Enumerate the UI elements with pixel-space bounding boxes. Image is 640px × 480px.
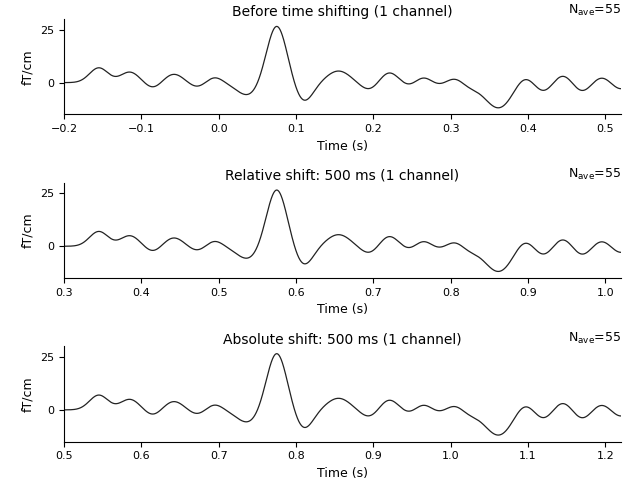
Title: Absolute shift: 500 ms (1 channel): Absolute shift: 500 ms (1 channel) <box>223 333 461 347</box>
Y-axis label: fT/cm: fT/cm <box>22 213 35 248</box>
Title: Before time shifting (1 channel): Before time shifting (1 channel) <box>232 5 452 19</box>
Y-axis label: fT/cm: fT/cm <box>22 376 35 412</box>
X-axis label: Time (s): Time (s) <box>317 140 368 153</box>
Text: N$_{\mathregular{ave}}$=55: N$_{\mathregular{ave}}$=55 <box>568 330 621 346</box>
Y-axis label: fT/cm: fT/cm <box>22 49 35 84</box>
Text: N$_{\mathregular{ave}}$=55: N$_{\mathregular{ave}}$=55 <box>568 167 621 182</box>
Text: N$_{\mathregular{ave}}$=55: N$_{\mathregular{ave}}$=55 <box>568 3 621 18</box>
X-axis label: Time (s): Time (s) <box>317 303 368 316</box>
Title: Relative shift: 500 ms (1 channel): Relative shift: 500 ms (1 channel) <box>225 169 460 183</box>
X-axis label: Time (s): Time (s) <box>317 467 368 480</box>
